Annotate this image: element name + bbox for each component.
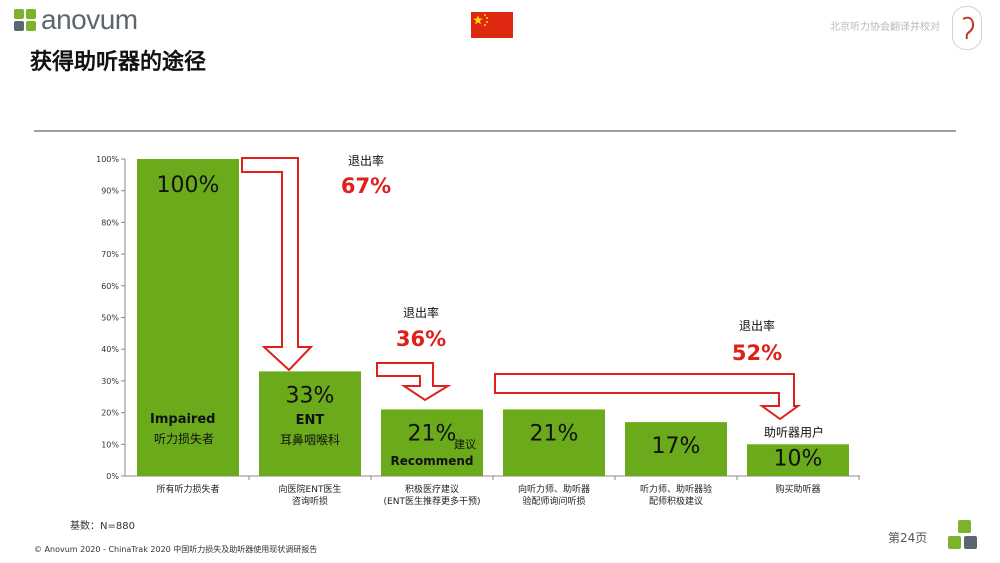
bar-value-label: 21% (530, 421, 579, 446)
y-tick-label: 20% (101, 409, 119, 418)
y-tick-label: 100% (96, 155, 119, 164)
org-text: 北京听力协会翻译并校对 (830, 22, 940, 33)
y-tick-label: 90% (101, 187, 119, 196)
bar-value-label: 33% (286, 383, 335, 408)
dropout-rate-label: 退出率 (348, 153, 384, 168)
bar (503, 409, 605, 476)
anovum-logo: anovum (14, 4, 144, 40)
x-category-label: 验配师询问听损 (522, 495, 585, 507)
page-number: 第24页 (888, 531, 928, 545)
x-category-label: 向医院ENT医生 (279, 483, 342, 495)
bar (381, 409, 483, 476)
logo-text: anovum (41, 4, 138, 35)
page-title: 获得助听器的途径 (30, 50, 207, 75)
logo-squares-icon (14, 9, 38, 33)
dropout-rate-label: 退出率 (739, 318, 775, 333)
dropout-rate-value: 52% (732, 341, 782, 365)
bar (137, 159, 239, 476)
title-divider (34, 130, 956, 132)
bar (625, 422, 727, 476)
copyright-text: © Anovum 2020 - ChinaTrak 2020 中国听力损失及助听… (34, 545, 318, 554)
dropout-arrow (494, 373, 802, 421)
footer-squares-icon (948, 520, 982, 552)
bar-inner-cn-label: 耳鼻咽喉科 (280, 432, 340, 447)
bar-value-label: 100% (157, 173, 220, 198)
bar-value-label: 21% (408, 421, 457, 446)
y-tick-label: 80% (101, 218, 119, 227)
x-category-label: 所有听力损失者 (156, 483, 219, 495)
y-tick-label: 0% (106, 472, 119, 481)
y-tick-label: 40% (101, 345, 119, 354)
x-category-label: 购买助听器 (775, 483, 820, 495)
ear-badge-icon (952, 6, 982, 50)
bar-value-label: 17% (652, 434, 701, 459)
y-tick-label: 10% (101, 440, 119, 449)
x-category-label: 听力师、助听器验 (640, 483, 712, 495)
bar (747, 444, 849, 476)
x-category-label: 配师积极建议 (649, 495, 703, 507)
china-flag-icon (471, 12, 513, 38)
bar-above-cn-label: 助听器用户 (764, 424, 824, 439)
y-tick-label: 30% (101, 377, 119, 386)
dropout-rate-value: 36% (396, 327, 446, 351)
bar-inner-cn-label: 听力损失者 (154, 431, 214, 446)
y-tick-label: 60% (101, 282, 119, 291)
bar-inner-en-label: ENT (296, 413, 325, 428)
bar-inner-en-label: Recommend (390, 454, 473, 468)
x-category-label: 向听力师、助听器 (518, 483, 590, 495)
x-category-label: 积极医疗建议 (405, 483, 459, 495)
bar-inner-en-label: Impaired (150, 412, 215, 427)
bar (259, 371, 361, 476)
base-note: 基数：N=880 (70, 521, 135, 532)
bar-value-label: 10% (774, 446, 823, 471)
dropout-rate-value: 67% (341, 174, 391, 198)
y-tick-label: 50% (101, 314, 119, 323)
dropout-arrow (376, 362, 452, 402)
x-category-label: (ENT医生推荐更多干预) (384, 495, 481, 507)
x-category-label: 咨询听损 (292, 495, 328, 507)
dropout-rate-label: 退出率 (403, 305, 439, 320)
y-tick-label: 70% (101, 250, 119, 259)
dropout-arrow (241, 157, 314, 372)
bar-inner-cn-label: 建议 (454, 437, 476, 451)
